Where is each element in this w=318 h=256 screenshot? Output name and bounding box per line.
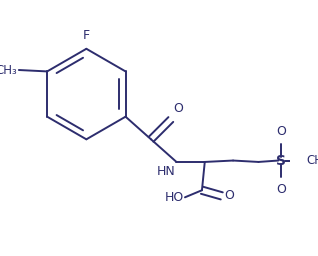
- Text: HO: HO: [164, 191, 183, 204]
- Text: O: O: [174, 102, 183, 115]
- Text: CH₃: CH₃: [307, 154, 318, 167]
- Text: O: O: [276, 183, 286, 196]
- Text: HN: HN: [156, 165, 175, 178]
- Text: O: O: [224, 189, 234, 202]
- Text: F: F: [83, 29, 90, 42]
- Text: S: S: [276, 154, 286, 167]
- Text: O: O: [276, 125, 286, 138]
- Text: CH₃: CH₃: [0, 63, 17, 77]
